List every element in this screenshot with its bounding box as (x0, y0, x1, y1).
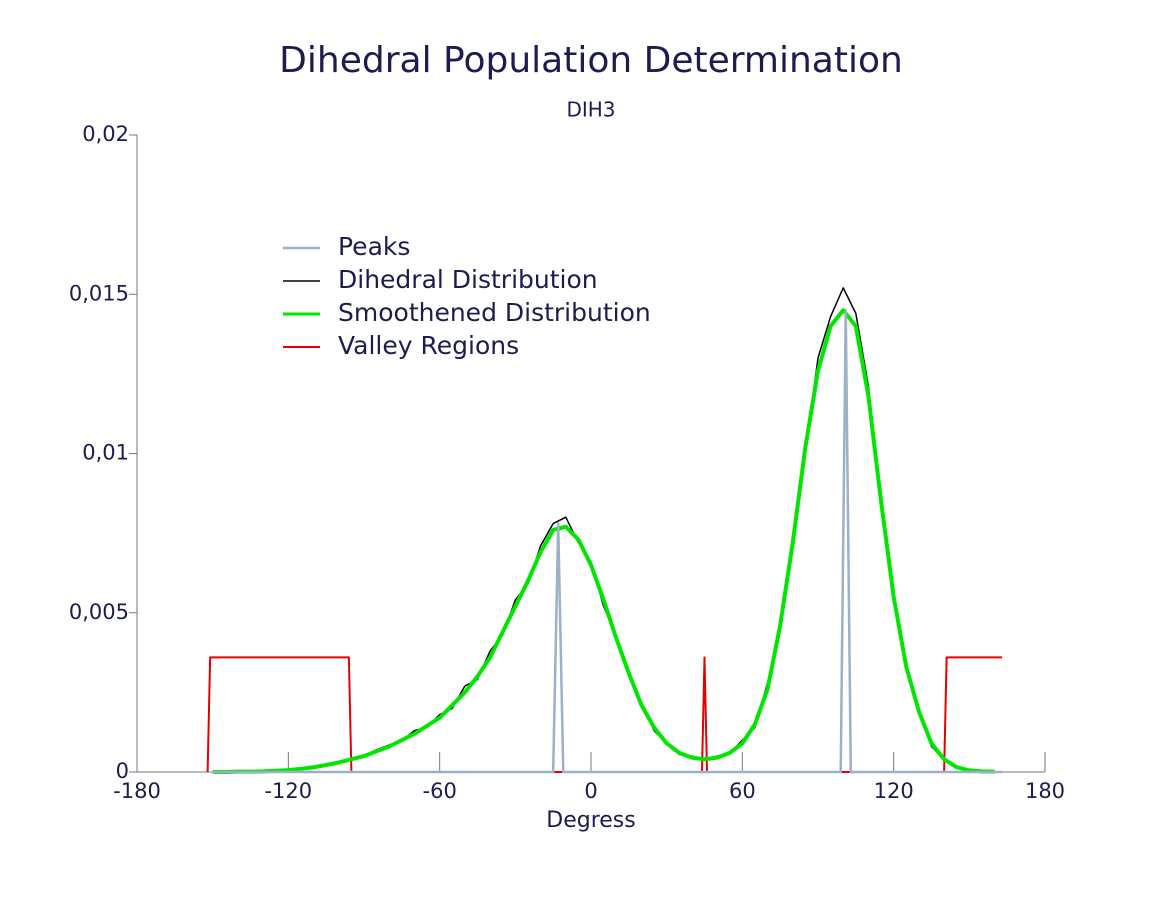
y-tick-label: 0,005 (69, 600, 129, 624)
series-line (212, 308, 1003, 774)
legend-label: Peaks (338, 232, 410, 261)
chart-title: Dihedral Population Determination (279, 40, 903, 81)
y-tick-label: 0,01 (82, 441, 129, 465)
legend-label: Smoothened Distribution (338, 298, 651, 327)
x-tick-label: 180 (1025, 779, 1065, 803)
x-axis-label: Degress (546, 808, 635, 833)
x-tick-label: -120 (264, 779, 312, 803)
series-line (212, 287, 995, 773)
y-tick-label: 0 (116, 759, 129, 783)
legend-label: Valley Regions (338, 331, 519, 360)
x-tick-label: 120 (874, 779, 914, 803)
chart-subtitle: DIH3 (566, 98, 615, 122)
x-tick-label: -180 (113, 779, 161, 803)
x-tick-label: 60 (729, 779, 756, 803)
y-tick-label: 0,015 (69, 281, 129, 305)
y-tick-label: 0,02 (82, 122, 129, 146)
legend-label: Dihedral Distribution (338, 265, 598, 294)
series-line (212, 308, 995, 774)
x-tick-label: 0 (584, 779, 597, 803)
x-tick-label: -60 (423, 779, 457, 803)
series-line (206, 656, 1003, 773)
